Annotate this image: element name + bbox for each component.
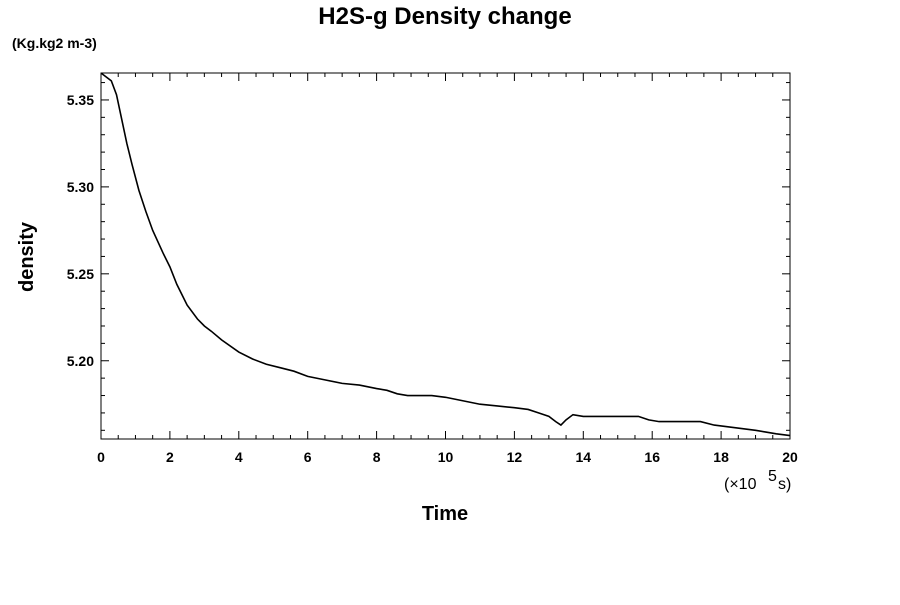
tick-labels-group: 0 2 4 6 8 10 12 14 16 18 20 5.20 5.25 5.30 5.35 (67, 92, 798, 465)
series-line-density (100, 72, 791, 437)
x-tick-label: 18 (713, 449, 729, 465)
x-tick-label: 20 (782, 449, 798, 465)
x-tick-label: 16 (644, 449, 660, 465)
y-tick-label: 5.25 (67, 266, 94, 282)
x-scale-unit: s) (778, 476, 791, 493)
x-scale-exponent: 5 (768, 468, 777, 485)
x-tick-label: 4 (235, 449, 243, 465)
y-tick-label: 5.35 (67, 92, 94, 108)
x-tick-label: 10 (438, 449, 454, 465)
x-scale-label-group: (×10 5 s) (724, 468, 791, 493)
x-scale-label: (×10 (724, 476, 757, 493)
y-axis-label-group: density (16, 221, 38, 292)
y-unit-label: (Kg.kg2 m-3) (12, 35, 97, 51)
x-tick-label: 8 (373, 449, 381, 465)
x-tick-label: 14 (576, 449, 592, 465)
y-tick-label: 5.20 (67, 353, 94, 369)
x-tick-label: 12 (507, 449, 523, 465)
y-axis-label: density (16, 221, 38, 292)
x-tick-label: 6 (304, 449, 312, 465)
y-tick-label: 5.30 (67, 179, 94, 195)
chart-title: H2S-g Density change (318, 3, 571, 30)
x-axis-label: Time (422, 503, 468, 525)
x-tick-label: 0 (97, 449, 105, 465)
plot-frame (100, 72, 791, 440)
x-tick-label: 2 (166, 449, 174, 465)
tick-marks-group (100, 73, 791, 439)
